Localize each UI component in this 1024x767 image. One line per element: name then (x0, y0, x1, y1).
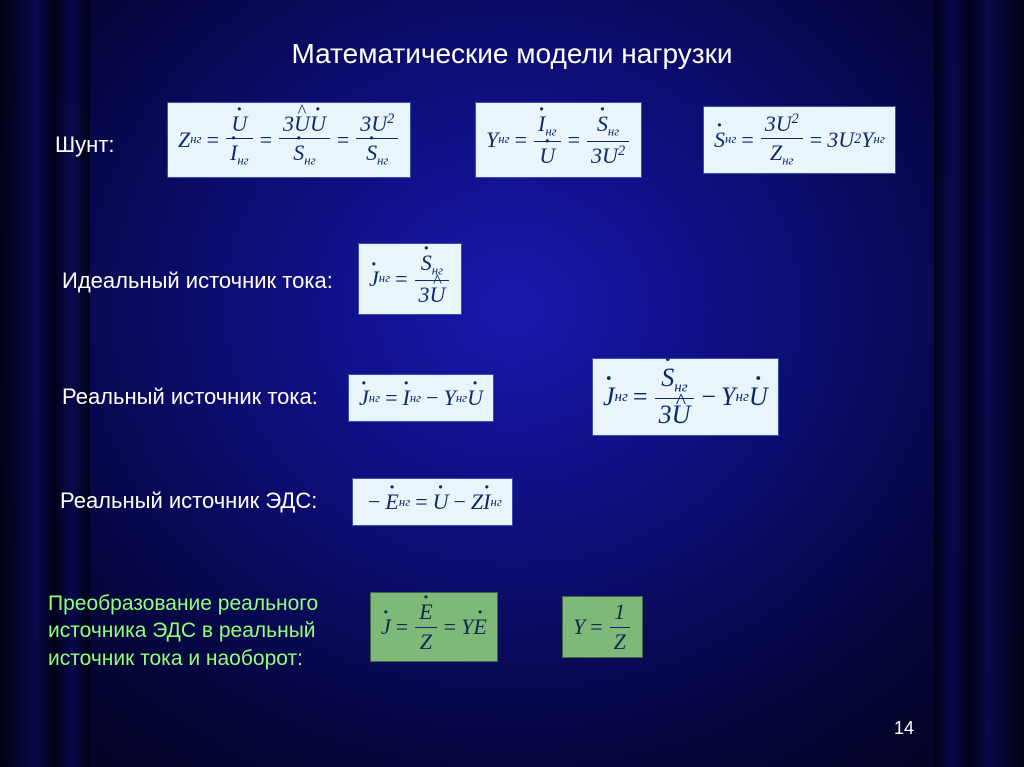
page-number: 14 (894, 718, 914, 739)
formula-shunt-s: Sнг= 3U2Zнг =3U2Yнг (703, 106, 896, 174)
label-transform: Преобразование реального источника ЭДС в… (48, 590, 318, 672)
formula-transform-y: Y= 1Z (562, 596, 643, 658)
formula-real-emf: −Eнг= U−ZIнг (352, 478, 513, 526)
formula-real-current-b: Jнг= Sнг3U −YнгU (592, 358, 779, 436)
formula-shunt-y: Yнг= IнгU = Sнг3U2 (475, 102, 642, 178)
formula-shunt-z: Zнг= UIнг = 3UUSнг = 3U2Sнг (167, 102, 411, 178)
label-ideal-current: Идеальный источник тока: (62, 268, 333, 294)
formula-ideal-current: Jнг= Sнг3U (358, 243, 462, 315)
label-real-current: Реальный источник тока: (62, 384, 318, 410)
label-real-emf: Реальный источник ЭДС: (60, 488, 317, 514)
formula-transform-j: J= EZ =YE (370, 592, 498, 662)
slide-title: Математические модели нагрузки (0, 38, 1024, 70)
label-shunt: Шунт: (55, 132, 115, 158)
drape-right (934, 0, 1024, 767)
formula-real-current-a: Jнг= Iнг−YнгU (348, 374, 494, 422)
